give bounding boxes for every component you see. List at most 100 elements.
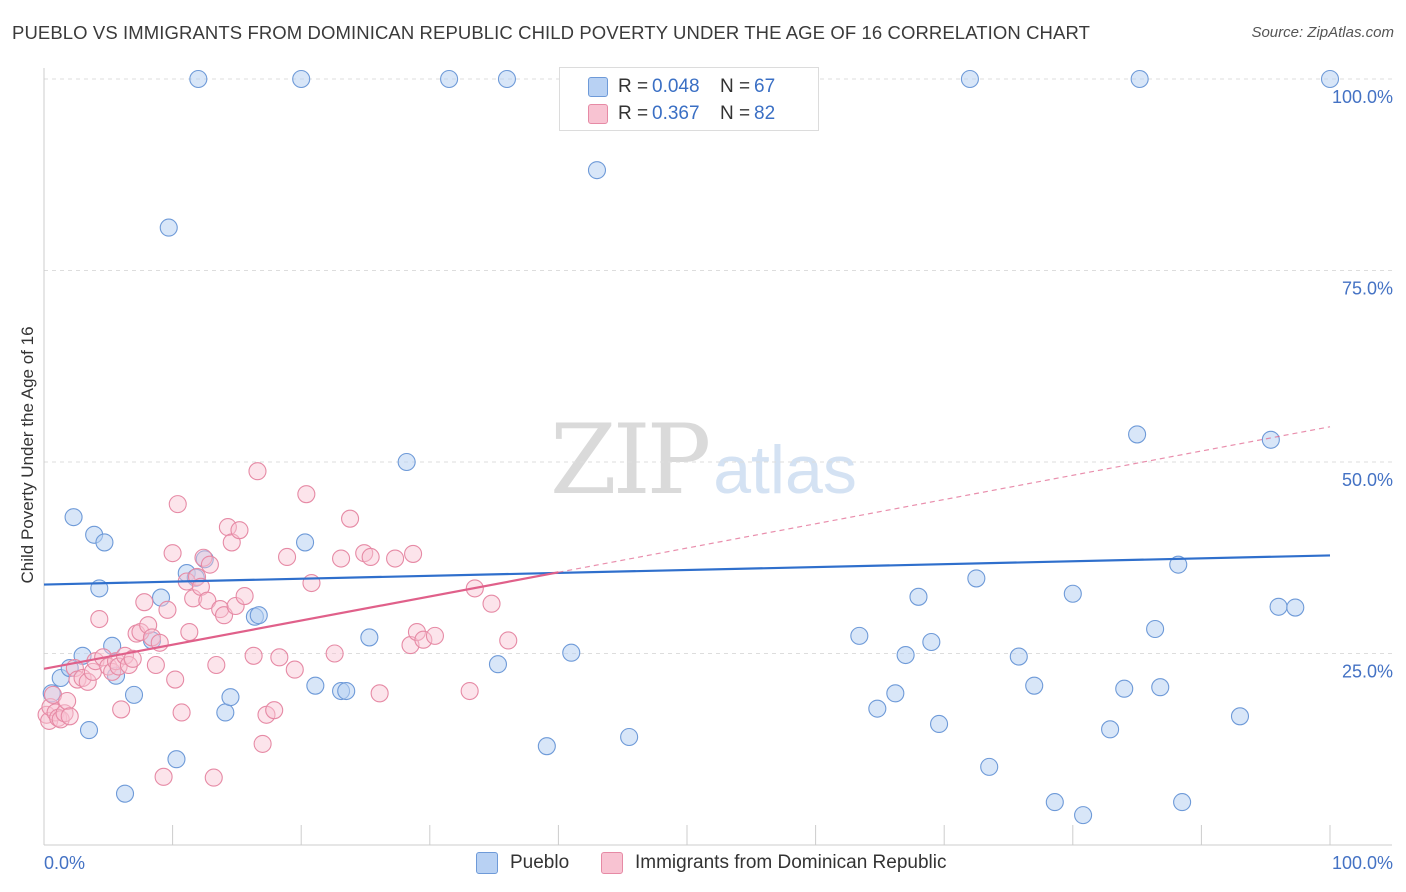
pueblo-point	[620, 727, 639, 747]
dominican-point	[154, 767, 173, 786]
legend-swatch-pueblo	[588, 77, 608, 97]
dominican-point	[325, 644, 344, 663]
pueblo-point	[1146, 619, 1165, 639]
pueblo-point	[562, 643, 581, 662]
legend-r-label: R =	[618, 76, 649, 97]
stats-legend: R = 0.048 N = 67 R = 0.367 N = 82	[559, 67, 819, 131]
dominican-point	[297, 485, 316, 504]
pueblo-point	[1151, 678, 1170, 697]
y-tick-label: 100.0%	[1332, 87, 1393, 107]
watermark-atlas: atlas	[713, 432, 857, 508]
pueblo-point	[1261, 430, 1280, 449]
pueblo-point	[909, 587, 928, 606]
pueblo-point	[980, 757, 999, 776]
dominican-point	[200, 555, 219, 574]
trend-line-dominican	[43, 571, 559, 670]
pueblo-point	[216, 703, 235, 722]
pueblo-point	[886, 684, 905, 703]
dominican-point	[58, 691, 77, 711]
pueblo-point	[930, 714, 949, 734]
legend-row-pueblo: R = 0.048 N = 67	[560, 73, 775, 101]
pueblo-point	[896, 645, 915, 665]
pueblo-point	[1025, 676, 1044, 695]
dominican-point	[230, 521, 249, 540]
pueblo-point	[850, 626, 869, 645]
pueblo-point	[1320, 69, 1340, 89]
dominican-point	[235, 586, 254, 606]
source-label: Source: ZipAtlas.com	[1251, 24, 1394, 41]
pueblo-point	[1128, 425, 1147, 444]
pueblo-point	[1101, 720, 1120, 739]
pueblo-point	[1045, 793, 1064, 812]
legend-row-dominican: R = 0.367 N = 82	[560, 100, 775, 128]
pueblo-point	[292, 69, 311, 89]
dominican-point	[482, 594, 501, 613]
pueblo-point	[159, 218, 178, 237]
dominican-point	[123, 649, 142, 668]
legend-label-dominican: Immigrants from Dominican Republic	[635, 852, 947, 873]
dominican-point	[135, 593, 154, 612]
dominican-point	[131, 623, 150, 642]
dominican-point	[265, 701, 284, 720]
pueblo-point	[587, 161, 607, 180]
legend-r-label: R =	[618, 103, 649, 124]
trend-line-pueblo	[43, 554, 1331, 586]
dominican-point	[168, 495, 187, 514]
legend-swatch-dominican	[588, 104, 608, 124]
pueblo-point	[440, 69, 459, 89]
pueblo-point	[1009, 647, 1028, 666]
dominican-point	[158, 600, 177, 619]
chart-title: PUEBLO VS IMMIGRANTS FROM DOMINICAN REPU…	[12, 22, 1090, 43]
dominican-point	[407, 623, 426, 642]
legend-n-value-dominican: 82	[754, 103, 776, 124]
pueblo-point	[537, 737, 556, 756]
dominican-point	[78, 672, 97, 691]
pueblo-point	[306, 676, 325, 695]
dominican-point	[180, 623, 199, 642]
pueblo-point	[189, 69, 208, 89]
legend-item-pueblo: Pueblo	[476, 852, 569, 874]
dominican-point	[341, 509, 360, 528]
watermark: ZIPatlas	[550, 404, 857, 516]
dominican-point	[278, 547, 297, 567]
pueblo-point	[922, 632, 941, 652]
dominican-point	[370, 684, 389, 703]
dominican-point	[226, 596, 245, 616]
dominican-point	[218, 518, 237, 537]
pueblo-point	[296, 533, 315, 552]
pueblo-point	[95, 533, 114, 552]
dominican-point	[302, 573, 321, 593]
pueblo-point	[1130, 69, 1149, 89]
dominican-point	[163, 544, 182, 563]
pueblo-point	[64, 508, 83, 527]
pueblo-point	[1173, 793, 1192, 812]
axes	[43, 68, 1392, 846]
legend-n-label: N =	[720, 103, 751, 124]
pueblo-point	[497, 69, 517, 89]
dominican-point	[404, 544, 423, 563]
pueblo-point	[967, 569, 986, 588]
x-tick-label-left: 0.0%	[44, 853, 85, 873]
dominican-point	[425, 626, 444, 645]
legend-r-value-dominican: 0.367	[652, 103, 700, 124]
dominican-point	[248, 462, 267, 481]
pueblo-point	[397, 452, 416, 472]
y-tick-label: 50.0%	[1342, 470, 1393, 490]
pueblo-point	[1063, 584, 1082, 603]
pueblo-point	[1269, 597, 1288, 616]
pueblo-point	[1074, 806, 1093, 825]
pueblo-point	[79, 721, 99, 740]
legend-r-value-pueblo: 0.048	[652, 76, 700, 97]
dominican-point	[172, 703, 191, 722]
legend-label-pueblo: Pueblo	[510, 852, 570, 873]
pueblo-point	[1230, 707, 1250, 726]
pueblo-point	[167, 750, 186, 769]
dominican-point	[332, 549, 351, 568]
dominican-point	[60, 707, 79, 726]
pueblo-point	[1169, 555, 1188, 574]
pueblo-point	[115, 784, 135, 803]
dominican-point	[414, 630, 433, 649]
dominican-point	[386, 549, 405, 568]
dominican-point	[499, 631, 518, 650]
trend-lines	[43, 426, 1331, 670]
